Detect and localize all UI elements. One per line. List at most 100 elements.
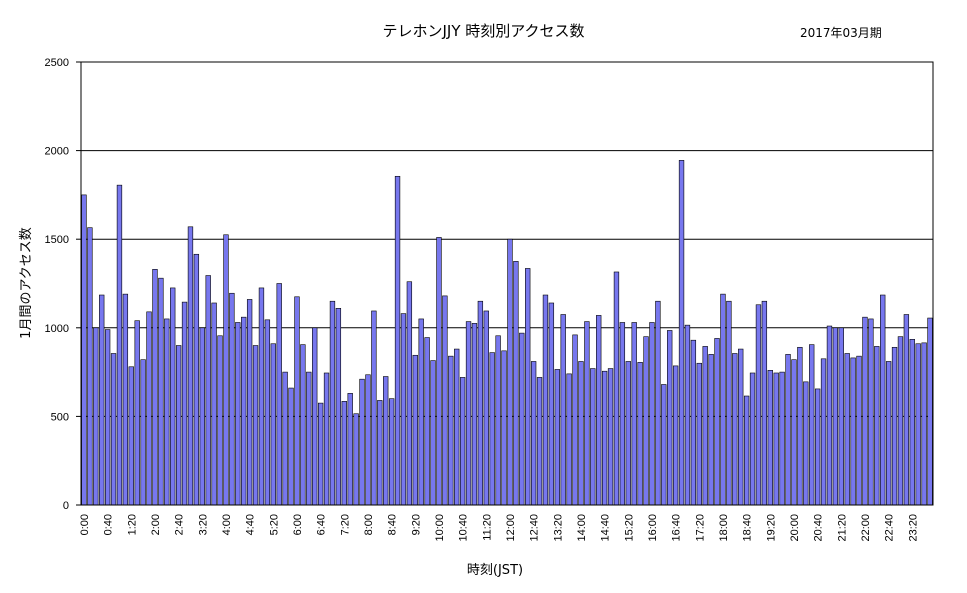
bar [672,365,679,506]
bar [572,334,578,506]
bar [536,377,543,506]
bar [921,342,927,506]
plot-frame [80,61,934,506]
bar [844,353,850,506]
bar [341,401,347,506]
bar [241,316,247,506]
bar [513,261,519,506]
x-axis-ticks: 0:00 0:40 1:20 2:00 2:40 3:20 4:00 4:40 5:20 6:00… [79,514,919,542]
x-tick-label: 1:20 [126,514,138,535]
x-tick-label: 19:20 [765,514,777,542]
bar [578,361,584,506]
bar [418,318,424,506]
bar [755,304,762,506]
bar [667,330,673,506]
bar [708,354,714,506]
bar [690,339,697,506]
bar [454,348,460,506]
bar [631,322,637,506]
x-tick-label: 10:40 [458,514,470,542]
bar [282,371,288,506]
y-tick-label: 2000 [45,146,69,158]
bar [388,398,395,506]
bar [288,387,294,506]
bar [495,335,501,506]
y-axis-label: 1月間のアクセス数 [19,227,34,339]
bar [678,160,685,506]
bar [300,344,306,506]
bar [217,335,223,506]
bar [246,299,253,506]
bar [146,311,152,506]
bar [797,346,803,506]
bar [909,339,915,506]
bar [791,359,797,506]
x-tick-label: 5:20 [268,514,280,535]
x-tick-label: 11:20 [481,514,493,541]
x-tick-label: 12:00 [505,514,517,542]
bar [329,300,336,506]
bar [211,302,217,506]
x-tick-label: 18:40 [742,514,754,542]
bar [897,336,904,506]
bar [607,368,614,506]
bar [519,332,525,506]
bar [850,357,856,506]
bar [459,377,466,506]
bar [625,361,631,506]
x-tick-label: 6:40 [316,514,328,535]
bar [749,372,756,506]
bar [104,329,111,506]
bar [649,322,655,506]
bar [81,194,87,506]
bar [270,343,276,506]
x-tick-label: 7:20 [339,514,351,535]
bar [365,374,371,506]
x-tick-label: 14:40 [600,514,612,542]
bar [826,325,833,506]
bar [596,315,602,506]
bar [814,388,821,506]
bar [377,400,383,506]
bar [306,371,312,506]
x-tick-label: 13:20 [552,514,564,542]
bar [158,277,164,506]
x-tick-label: 23:20 [907,514,919,542]
bar [915,343,921,506]
bar [294,296,300,506]
bar [164,318,170,506]
bar [874,346,880,506]
bar [193,253,200,506]
bar [394,175,401,506]
bar [223,234,229,506]
bar [655,300,661,506]
bar [323,372,330,506]
bar [885,361,892,506]
bar [199,327,205,506]
chart-title: テレホンJJY 時刻別アクセス数 [382,22,585,40]
x-tick-label: 18:00 [718,514,730,542]
bar [880,294,886,506]
bar [205,275,211,506]
bar [483,310,489,506]
bar [187,226,194,506]
bar [779,371,785,506]
bar [229,292,235,506]
bar [442,295,448,506]
x-tick-label: 20:40 [813,514,825,542]
bar [116,184,123,506]
x-tick-label: 20:00 [789,514,801,542]
bar [661,384,667,506]
bar [891,346,898,506]
bar [542,294,549,506]
bar [862,316,868,506]
x-tick-label: 8:00 [363,514,375,535]
x-tick-label: 15:20 [623,514,635,542]
bar [548,302,555,506]
bar [99,294,105,506]
bar [590,368,596,506]
y-axis-ticks: 0 500 1000 1500 2000 2500 [45,57,81,512]
bar [613,271,620,506]
bar [903,314,910,506]
x-tick-label: 16:40 [671,514,683,542]
